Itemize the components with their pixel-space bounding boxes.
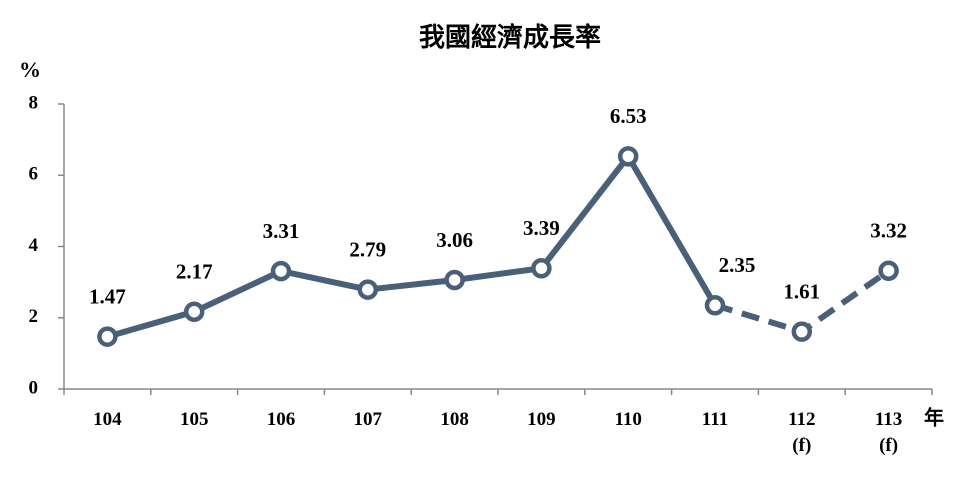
x-tick-label: 108 [440, 409, 469, 430]
chart-title: 我國經濟成長率 [419, 22, 601, 52]
data-label: 3.06 [436, 228, 473, 252]
data-label: 1.61 [783, 279, 820, 303]
x-tick-label: 106 [266, 409, 296, 430]
x-axis-label: 年 [924, 406, 944, 430]
data-label: 6.53 [610, 104, 647, 128]
y-axis-label: % [19, 57, 41, 82]
x-tick-label: 109 [527, 409, 556, 430]
data-label: 1.47 [89, 284, 126, 308]
marker [357, 279, 379, 300]
y-tick-label: 4 [29, 235, 39, 256]
marker [617, 146, 639, 167]
x-tick-label: 104 [93, 409, 122, 430]
marker [791, 321, 813, 342]
y-tick-label: 2 [29, 306, 39, 327]
x-tick-label: 107 [353, 409, 383, 430]
data-label: 2.35 [719, 253, 756, 277]
x-tick-label: 105 [179, 409, 209, 430]
marker [878, 260, 899, 281]
line [106, 153, 718, 340]
marker [704, 295, 726, 316]
x-tick-label: 110 [614, 409, 642, 430]
marker [183, 301, 205, 322]
data-label: 3.31 [263, 219, 300, 243]
data-label: 3.32 [870, 219, 907, 243]
marker [531, 257, 552, 279]
marker [270, 260, 292, 282]
y-tick-label: 6 [29, 164, 39, 185]
y-tick-label: 0 [29, 377, 39, 398]
x-tick-label: 112 (f) [788, 409, 816, 456]
marker [97, 326, 118, 347]
y-tick-label: 8 [29, 92, 39, 113]
data-label: 3.39 [523, 216, 560, 240]
data-label: 2.17 [176, 260, 213, 284]
x-tick-label: 113 (f) [874, 409, 903, 456]
marker [444, 269, 465, 291]
data-label: 2.79 [349, 237, 386, 261]
x-tick-label: 111 [701, 409, 729, 430]
